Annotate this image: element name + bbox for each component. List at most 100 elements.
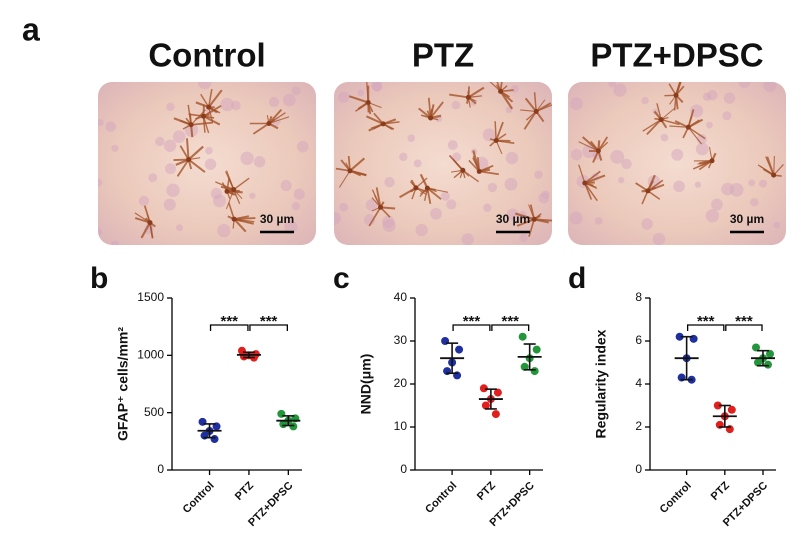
- nucleus: [690, 104, 704, 118]
- process: [534, 218, 552, 222]
- data-point: [289, 422, 298, 431]
- nucleus: [291, 86, 301, 96]
- nucleus: [284, 220, 298, 234]
- nucleus: [155, 136, 165, 147]
- x-tick-label: Control: [658, 480, 694, 516]
- nucleus: [758, 179, 767, 188]
- nucleus: [280, 179, 292, 192]
- process: [516, 218, 535, 227]
- data-point: [479, 384, 488, 393]
- process: [349, 157, 366, 172]
- data-point: [766, 349, 774, 358]
- nucleus: [594, 217, 603, 225]
- process: [208, 106, 214, 123]
- process: [429, 101, 444, 119]
- process: [660, 107, 675, 120]
- data-point: [518, 332, 527, 341]
- nucleus: [98, 178, 103, 187]
- y-tick-label: 0: [157, 462, 164, 476]
- soma: [582, 180, 588, 186]
- nucleus: [293, 188, 305, 200]
- nucleus: [220, 97, 234, 112]
- nucleus: [172, 130, 186, 144]
- nucleus: [205, 146, 213, 155]
- soma: [378, 204, 384, 210]
- process: [225, 189, 235, 210]
- nucleus: [695, 142, 709, 156]
- nucleus: [652, 232, 666, 245]
- process: [149, 222, 154, 239]
- nucleus: [204, 158, 217, 171]
- data-point: [491, 410, 500, 419]
- process: [143, 205, 151, 223]
- process: [773, 155, 775, 176]
- data-point: [532, 345, 541, 354]
- y-axis-label: GFAP⁺ cells/mm²: [115, 327, 131, 441]
- significance-bracket: [249, 324, 288, 331]
- nucleus: [446, 199, 457, 210]
- process: [578, 164, 586, 184]
- y-tick-label: 6: [635, 333, 642, 347]
- x-tick-label: Control: [181, 480, 217, 516]
- process: [646, 174, 656, 192]
- process: [200, 93, 210, 108]
- process: [495, 121, 504, 141]
- nucleus: [357, 89, 364, 97]
- nucleus: [482, 128, 496, 142]
- process: [528, 204, 535, 220]
- process: [528, 219, 536, 237]
- soma: [380, 121, 386, 127]
- soma: [709, 158, 715, 164]
- soma: [645, 188, 651, 194]
- nucleus: [166, 183, 180, 197]
- image-title: Control: [148, 37, 265, 74]
- process: [520, 109, 537, 113]
- nucleus: [148, 173, 158, 183]
- nucleus: [339, 202, 348, 212]
- data-point: [764, 360, 772, 369]
- nucleus: [748, 179, 756, 187]
- nucleus: [510, 85, 519, 93]
- nucleus: [338, 91, 350, 103]
- process: [687, 109, 695, 128]
- process: [338, 170, 351, 188]
- process: [187, 158, 206, 173]
- soma: [533, 108, 539, 114]
- data-point: [239, 352, 248, 361]
- nucleus: [610, 149, 625, 164]
- process: [472, 157, 480, 172]
- process: [268, 108, 283, 125]
- soma: [685, 124, 691, 130]
- nucleus: [452, 152, 462, 162]
- process: [499, 82, 504, 92]
- panel-label: c: [333, 262, 350, 295]
- nucleus: [413, 159, 422, 168]
- nucleus: [371, 82, 382, 92]
- x-tick-label: Control: [423, 480, 459, 516]
- nucleus: [163, 198, 176, 211]
- data-point: [713, 401, 722, 410]
- process: [646, 118, 662, 135]
- nucleus: [613, 83, 627, 97]
- nucleus: [198, 82, 212, 90]
- soma: [595, 148, 601, 154]
- nucleus: [249, 192, 256, 199]
- nucleus: [111, 144, 119, 152]
- process: [176, 159, 190, 177]
- process: [365, 115, 384, 125]
- image-title: PTZ: [412, 37, 474, 74]
- nucleus: [98, 119, 104, 126]
- soma: [206, 104, 212, 110]
- soma: [673, 92, 679, 98]
- nucleus: [382, 219, 396, 233]
- nucleus: [430, 207, 442, 220]
- process: [366, 82, 369, 103]
- process: [584, 174, 606, 184]
- image-title: PTZ+DPSC: [590, 37, 763, 74]
- nucleus: [283, 93, 296, 107]
- process: [578, 141, 599, 152]
- process: [515, 212, 535, 221]
- process: [187, 145, 204, 161]
- soma: [365, 99, 371, 105]
- x-tick-label: PTZ: [233, 479, 256, 502]
